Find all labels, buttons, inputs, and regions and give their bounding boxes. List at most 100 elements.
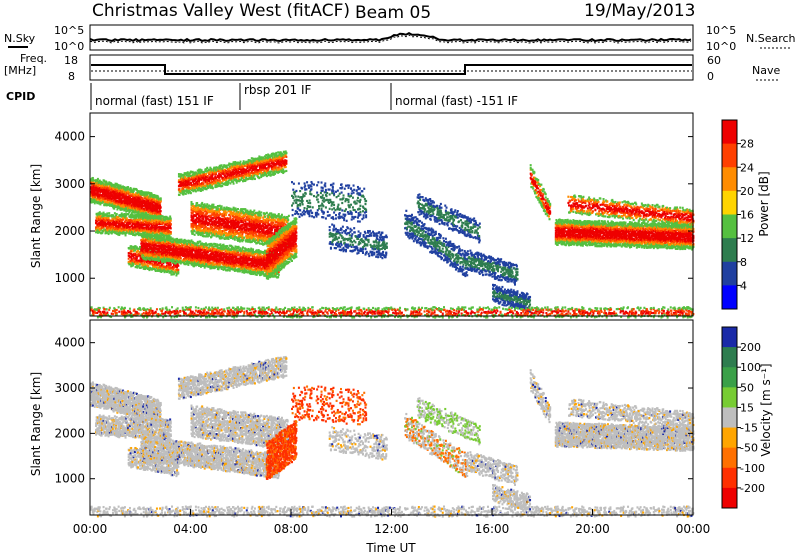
power-cell xyxy=(157,263,160,267)
power-cell xyxy=(141,259,144,263)
power-cell xyxy=(180,240,183,243)
power-cell xyxy=(113,200,116,204)
power-cell xyxy=(133,204,136,207)
power-cell xyxy=(133,200,136,203)
power-cell xyxy=(149,196,152,199)
power-cell xyxy=(137,233,140,237)
power-cell xyxy=(171,266,174,269)
power-cell xyxy=(127,221,130,224)
power-cell xyxy=(97,182,100,185)
power-cell xyxy=(125,228,128,231)
nave-label: Nave xyxy=(752,64,780,77)
power-cell xyxy=(146,204,149,207)
power-cell xyxy=(128,215,131,218)
power-cell xyxy=(172,267,175,270)
power-cell xyxy=(159,206,162,209)
power-cell xyxy=(127,229,130,232)
power-cell xyxy=(134,265,137,269)
power-cell xyxy=(142,221,145,224)
power-cell xyxy=(102,190,105,193)
power-cell xyxy=(108,204,111,207)
power-cell xyxy=(131,219,134,222)
power-cell xyxy=(154,269,157,272)
power-cell xyxy=(96,184,99,187)
power-cell xyxy=(153,217,156,221)
cpid-segment-3: normal (fast) -151 IF xyxy=(395,94,518,108)
power-cell xyxy=(98,215,101,218)
power-cell xyxy=(105,225,108,228)
power-cell xyxy=(103,195,106,198)
power-cell xyxy=(109,231,112,234)
power-cell xyxy=(201,188,204,192)
power-cell xyxy=(91,191,94,194)
power-cell xyxy=(209,247,212,250)
power-cell xyxy=(137,190,140,193)
power-cell xyxy=(125,202,128,205)
power-cell xyxy=(128,221,131,225)
power-cell xyxy=(135,228,138,231)
power-cell xyxy=(159,216,162,219)
power-cell xyxy=(147,218,150,221)
power-cell xyxy=(132,202,135,205)
power-cell xyxy=(155,231,158,234)
power-cell xyxy=(157,269,160,272)
power-cell xyxy=(124,207,127,211)
power-cell xyxy=(155,254,158,257)
power-cell xyxy=(167,265,170,268)
power-cell xyxy=(91,198,94,201)
power-cell xyxy=(143,263,146,266)
power-cell xyxy=(236,251,239,254)
power-cell xyxy=(140,205,143,208)
power-cell xyxy=(90,182,93,185)
cpid-segment-1: normal (fast) 151 IF xyxy=(95,94,214,108)
power-cell xyxy=(111,231,114,234)
power-cell xyxy=(139,223,142,226)
power-cell xyxy=(136,227,139,230)
power-cell xyxy=(155,219,158,222)
power-cell xyxy=(135,262,138,265)
power-cell xyxy=(172,273,175,276)
power-cell xyxy=(125,210,128,213)
power-cell xyxy=(160,232,163,235)
power-cell xyxy=(114,204,117,208)
power-cell xyxy=(138,263,141,266)
power-cell xyxy=(169,263,172,266)
power-cell xyxy=(259,253,262,256)
power-cell xyxy=(136,255,139,258)
power-cell xyxy=(145,260,148,264)
power-cell xyxy=(127,252,130,255)
power-cell xyxy=(152,210,155,213)
noise-right-tick-top: 10^5 xyxy=(706,24,736,37)
power-cell xyxy=(141,203,144,206)
power-cell xyxy=(156,222,159,225)
power-cell xyxy=(128,206,131,210)
power-cell xyxy=(135,264,138,267)
power-cell xyxy=(153,198,156,201)
power-cell xyxy=(228,260,231,263)
power-cell xyxy=(187,186,190,189)
power-cell xyxy=(169,217,172,220)
power-cell xyxy=(104,220,107,223)
power-cell xyxy=(103,216,106,220)
power-cell xyxy=(145,222,148,225)
power-cell xyxy=(152,267,155,270)
power-cell xyxy=(157,217,160,220)
power-cell xyxy=(166,229,169,232)
power-cell xyxy=(187,181,190,184)
cpid-label: CPID xyxy=(6,90,35,103)
power-cell xyxy=(131,259,134,262)
power-cell xyxy=(138,245,141,249)
power-cell xyxy=(99,203,102,206)
power-cell xyxy=(206,175,209,178)
power-cell xyxy=(130,220,133,224)
power-cell xyxy=(116,221,119,224)
power-cell xyxy=(144,267,147,271)
power-cell xyxy=(97,216,100,219)
power-cell xyxy=(151,213,154,216)
power-cell xyxy=(122,188,125,191)
power-cell xyxy=(115,216,118,219)
power-cell xyxy=(133,220,136,224)
power-cell xyxy=(146,198,149,201)
power-cell xyxy=(147,221,150,225)
power-cell xyxy=(169,215,172,218)
